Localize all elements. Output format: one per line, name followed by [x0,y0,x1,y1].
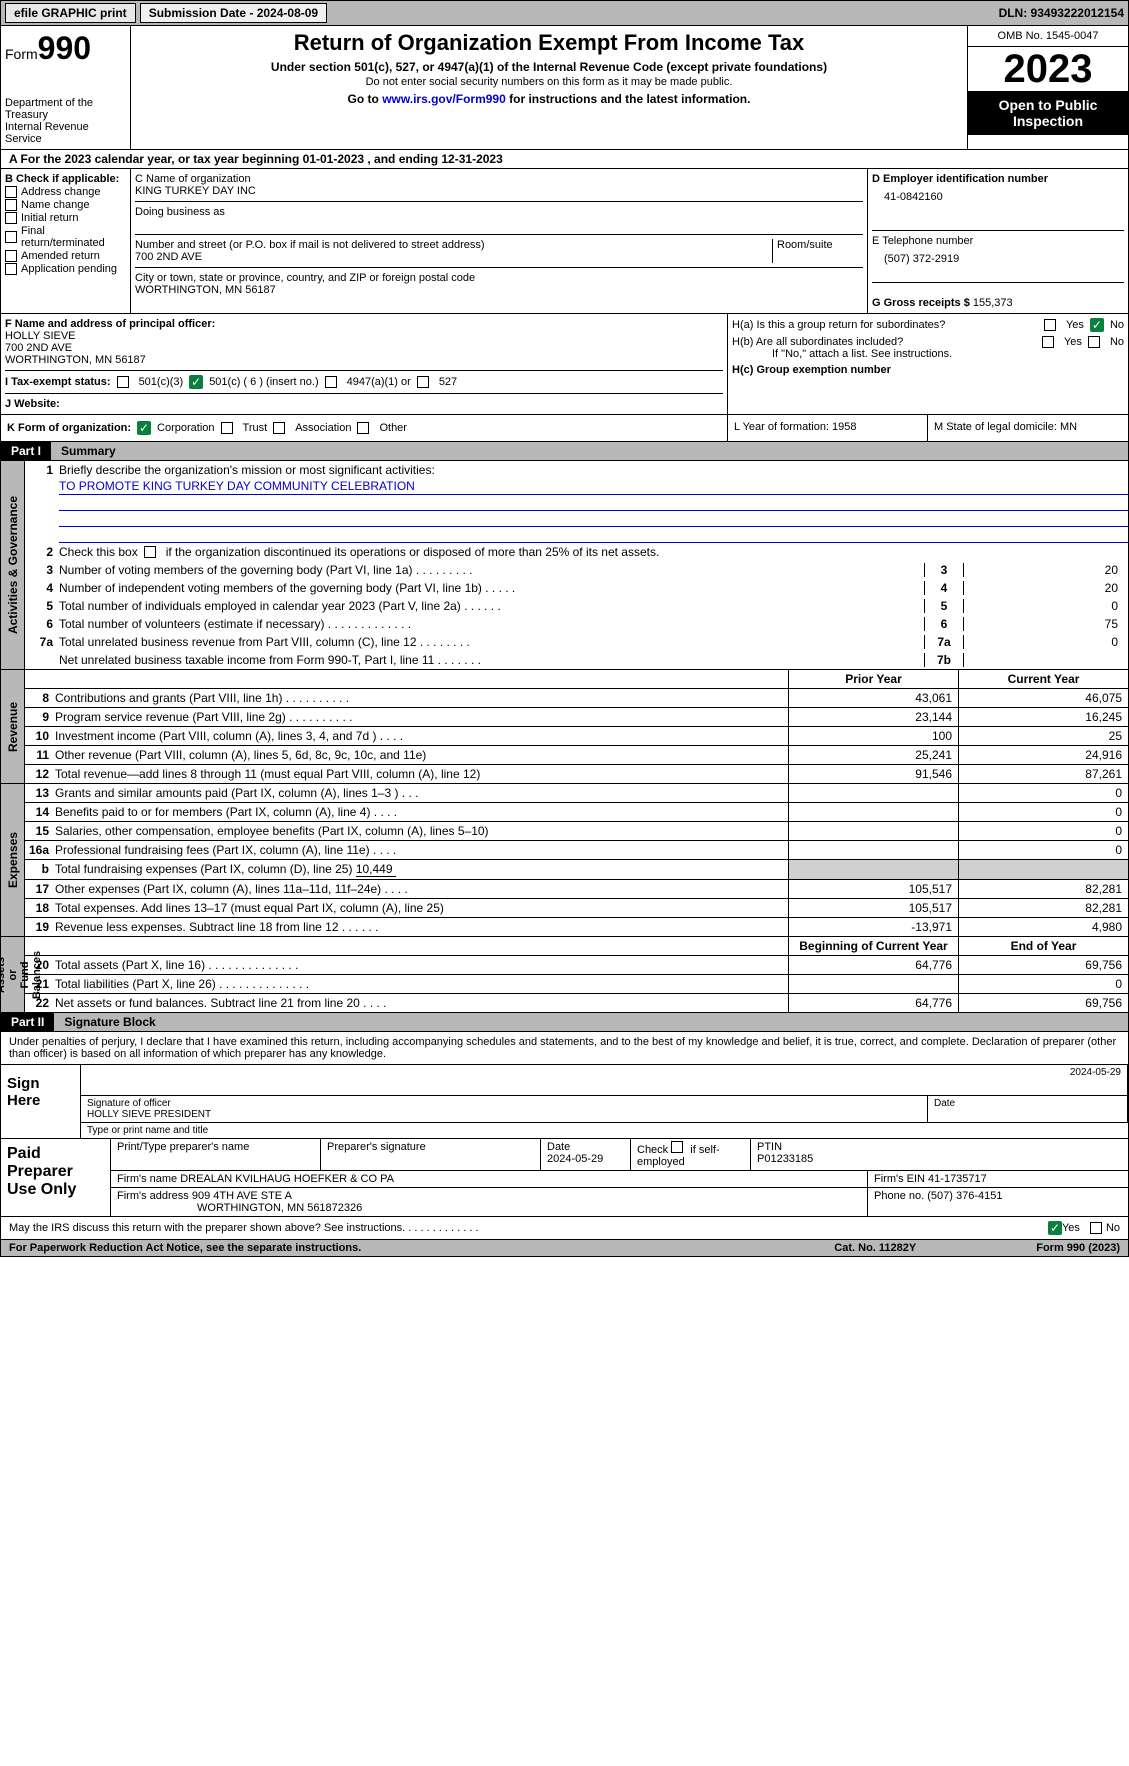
part-2-header: Part II Signature Block [0,1013,1129,1032]
perjury-declaration: Under penalties of perjury, I declare th… [1,1032,1128,1065]
row-j-website: J Website: [5,398,723,410]
mission-text: TO PROMOTE KING TURKEY DAY COMMUNITY CEL… [59,479,1128,495]
chk-address-change[interactable] [5,186,17,198]
room-suite-label: Room/suite [773,239,863,263]
form-subtitle-2: Do not enter social security numbers on … [141,76,957,88]
activities-governance: Activities & Governance 1Briefly describ… [0,461,1129,670]
chk-corp[interactable]: ✓ [137,421,151,435]
open-to-public: Open to Public Inspection [968,91,1128,135]
gross-receipts: 155,373 [973,297,1013,309]
org-street: 700 2ND AVE [135,251,768,263]
chk-other[interactable] [357,422,369,434]
section-bcdeg: B Check if applicable: Address change Na… [0,169,1129,314]
org-city: WORTHINGTON, MN 56187 [135,284,863,296]
sign-here-label: Sign Here [1,1065,81,1138]
row-fh: F Name and address of principal officer:… [0,314,1129,415]
irs-discuss-row: May the IRS discuss this return with the… [0,1217,1129,1240]
chk-amended[interactable] [5,250,17,262]
chk-527[interactable] [417,376,429,388]
chk-4947[interactable] [325,376,337,388]
chk-final-return[interactable] [5,231,17,243]
omb-number: OMB No. 1545-0047 [968,26,1128,47]
year-formation: L Year of formation: 1958 [728,415,928,441]
form-instructions: Go to www.irs.gov/Form990 for instructio… [141,92,957,106]
net-assets-section: Net Assets or Fund Balances Beginning of… [0,937,1129,1013]
box-f: F Name and address of principal officer:… [5,318,723,371]
form-title: Return of Organization Exempt From Incom… [141,30,957,56]
dept-treasury: Department of the Treasury Internal Reve… [5,97,126,145]
paid-preparer: Paid Preparer Use Only Print/Type prepar… [0,1139,1129,1217]
form-header: Form990 Department of the Treasury Inter… [0,26,1129,150]
chk-self-employed[interactable] [671,1141,683,1153]
chk-trust[interactable] [221,422,233,434]
tax-year: 2023 [968,47,1128,91]
chk-hb-yes[interactable] [1042,336,1054,348]
top-bar: efile GRAPHIC print Submission Date - 20… [0,0,1129,26]
chk-501c3[interactable] [117,376,129,388]
submission-date: Submission Date - 2024-08-09 [140,3,327,23]
revenue-section: Revenue Prior YearCurrent Year 8Contribu… [0,670,1129,784]
chk-501c[interactable]: ✓ [189,375,203,389]
irs-link[interactable]: www.irs.gov/Form990 [382,92,506,106]
chk-discuss-no[interactable] [1090,1222,1102,1234]
part-1-header: Part I Summary [0,442,1129,461]
box-b: B Check if applicable: Address change Na… [1,169,131,313]
box-deg: D Employer identification number 41-0842… [868,169,1128,313]
chk-name-change[interactable] [5,199,17,211]
chk-ha-yes[interactable] [1044,319,1056,331]
form-number: Form990 [5,30,126,67]
box-c: C Name of organization KING TURKEY DAY I… [131,169,868,313]
chk-hb-no[interactable] [1088,336,1100,348]
row-klm: K Form of organization: ✓Corporation Tru… [0,415,1129,442]
org-name: KING TURKEY DAY INC [135,185,863,197]
chk-discontinued[interactable] [144,546,156,558]
state-domicile: M State of legal domicile: MN [928,415,1128,441]
chk-ha-no[interactable]: ✓ [1090,318,1104,332]
row-a-tax-year: A For the 2023 calendar year, or tax yea… [0,150,1129,169]
phone-value: (507) 372-2919 [872,247,1124,265]
chk-initial-return[interactable] [5,212,17,224]
bottom-bar: For Paperwork Reduction Act Notice, see … [0,1240,1129,1257]
ein-value: 41-0842160 [872,185,1124,203]
expenses-section: Expenses 13Grants and similar amounts pa… [0,784,1129,937]
form-subtitle-1: Under section 501(c), 527, or 4947(a)(1)… [141,60,957,74]
chk-app-pending[interactable] [5,263,17,275]
efile-print-button[interactable]: efile GRAPHIC print [5,3,136,23]
chk-discuss-yes[interactable]: ✓ [1048,1221,1062,1235]
chk-assoc[interactable] [273,422,285,434]
signature-block: Under penalties of perjury, I declare th… [0,1032,1129,1139]
box-h: H(a) Is this a group return for subordin… [728,314,1128,414]
dln-number: DLN: 93493222012154 [999,6,1124,20]
